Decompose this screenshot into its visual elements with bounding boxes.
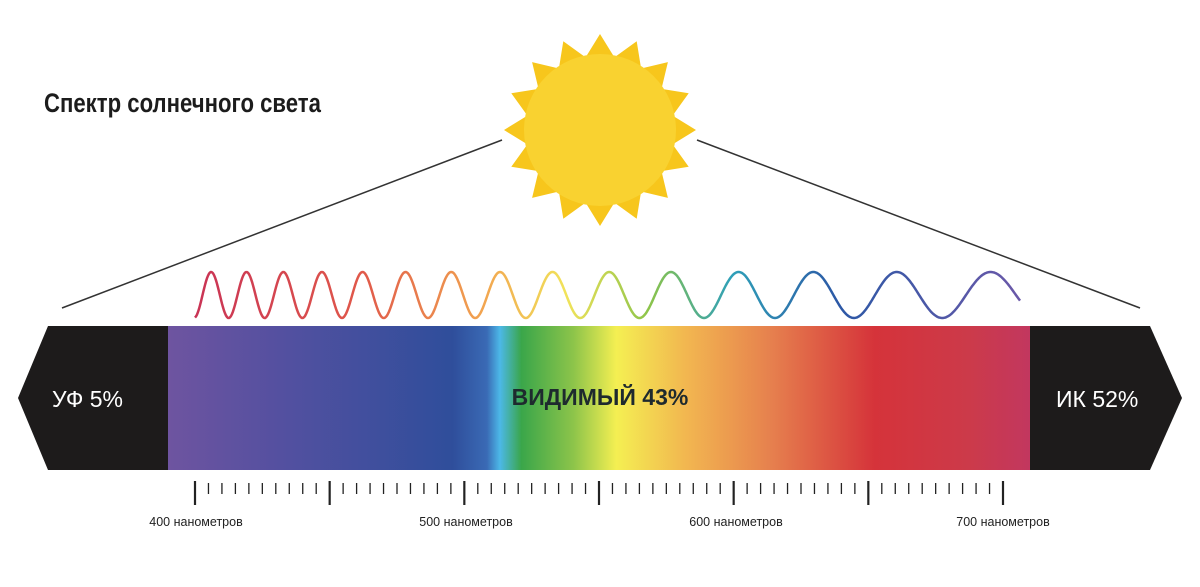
tick-label-400: 400 нанометров: [149, 515, 243, 529]
right-projection-line: [696, 139, 1141, 309]
wavelength-scale: [193, 481, 1005, 505]
visible-band: [168, 326, 1030, 470]
tick-label-700: 700 нанометров: [956, 515, 1050, 529]
tick-label-600: 600 нанометров: [689, 515, 783, 529]
ir-label: ИК 52%: [1056, 386, 1139, 412]
ir-band: [1030, 326, 1182, 470]
page-title: Спектр солнечного света: [44, 88, 321, 118]
sun-disc: [524, 54, 676, 206]
uv-band: [18, 326, 168, 470]
visible-label: ВИДИМЫЙ 43%: [511, 384, 689, 410]
left-projection-line: [61, 139, 503, 309]
sun-icon: [504, 34, 696, 226]
tick-label-500: 500 нанометров: [419, 515, 513, 529]
uv-label: УФ 5%: [52, 386, 123, 412]
wave-line: [194, 270, 1022, 320]
